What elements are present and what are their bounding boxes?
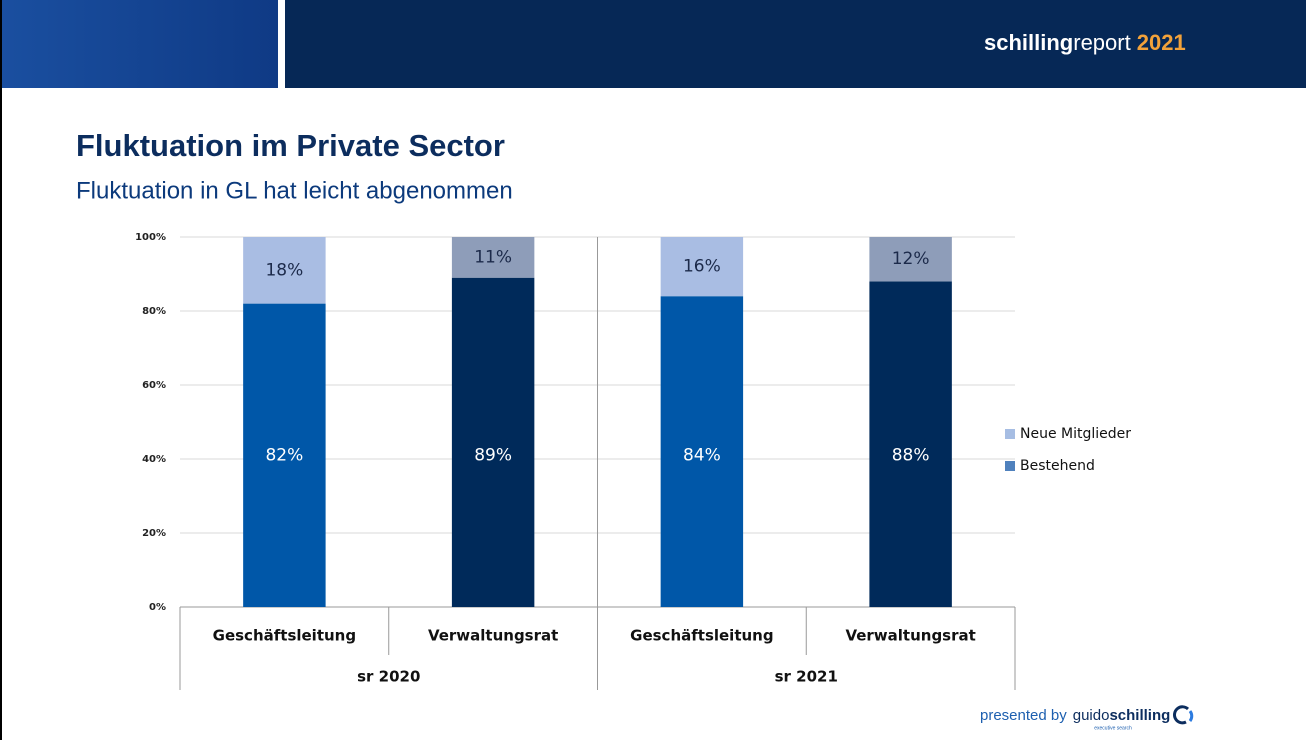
footer-company-bold: schilling (1109, 707, 1170, 724)
chart-subtitle: Fluktuation in GL hat leicht abgenommen (76, 177, 513, 204)
y-tick-label: 80% (142, 306, 166, 317)
value-label: 16% (683, 257, 721, 277)
y-tick-label: 40% (142, 454, 166, 465)
value-label: 11% (474, 247, 512, 267)
bar-segment (243, 237, 326, 304)
brand-year: 2021 (1137, 30, 1186, 55)
bar-segment (243, 303, 326, 607)
bar-segment (451, 237, 535, 278)
group-label: sr 2021 (775, 668, 838, 686)
y-tick-label: 0% (149, 602, 166, 613)
x-tick-label: Geschäftsleitung (213, 627, 356, 645)
value-label: 82% (265, 445, 303, 465)
legend-swatch (1005, 429, 1015, 439)
value-label: 84% (683, 445, 721, 465)
legend-swatch (1005, 461, 1015, 471)
chart-title: Fluktuation im Private Sector (76, 128, 505, 163)
value-label: 88% (892, 445, 930, 465)
brand: schillingreport 2021 (984, 30, 1186, 55)
group-label: sr 2020 (357, 668, 420, 686)
value-label: 12% (892, 249, 930, 269)
bar-segment (660, 296, 744, 607)
y-tick-label: 60% (142, 380, 166, 391)
value-label: 18% (265, 260, 303, 280)
brand-bold: schilling (984, 30, 1073, 55)
header-band-left (0, 0, 278, 88)
bar-segment (451, 277, 535, 607)
footer-tagline: executive search (1094, 725, 1132, 731)
legend-label: Neue Mitglieder (1020, 426, 1131, 442)
bar-segment (869, 281, 952, 607)
x-tick-label: Geschäftsleitung (630, 627, 773, 645)
bar-segment (869, 237, 952, 282)
logo-arc (1173, 705, 1190, 725)
header-band (285, 0, 1306, 88)
footer-company-light: guido (1073, 707, 1110, 724)
footer: presented by guidoschilling (980, 707, 1170, 724)
value-label: 89% (474, 445, 512, 465)
y-tick-label: 20% (142, 528, 166, 539)
y-tick-label: 100% (135, 232, 166, 243)
legend-label: Bestehend (1020, 458, 1095, 474)
footer-presented: presented by (980, 707, 1067, 724)
x-tick-label: Verwaltungsrat (845, 627, 975, 645)
brand-light: report (1073, 30, 1130, 55)
x-tick-label: Verwaltungsrat (428, 627, 558, 645)
bar-segment (660, 237, 744, 297)
logo-arc (1188, 710, 1194, 722)
